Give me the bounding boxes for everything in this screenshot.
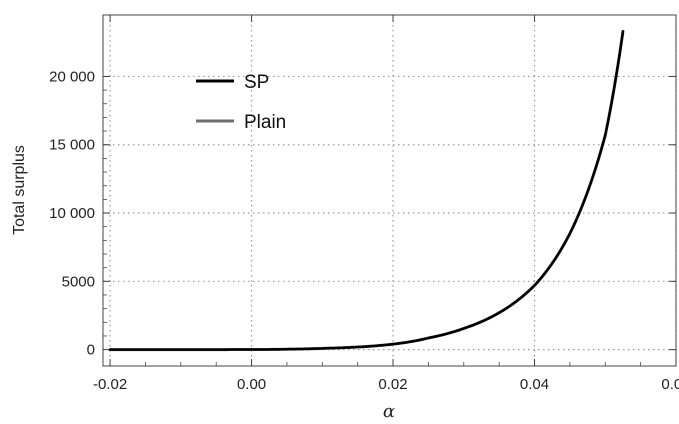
x-tick-label: 0.06 xyxy=(661,376,679,393)
y-tick-label: 0 xyxy=(87,342,95,359)
y-ticks: 0 5000 10 000 15 000 20 000 xyxy=(49,68,676,359)
y-tick-label: 10 000 xyxy=(49,205,95,222)
y-tick-label: 20 000 xyxy=(49,68,95,85)
legend: SP Plain xyxy=(196,72,286,133)
y-tick-label: 15 000 xyxy=(49,137,95,154)
series-lines xyxy=(108,29,625,352)
series-line-sp xyxy=(108,30,625,351)
x-tick-label: 0.02 xyxy=(378,376,407,393)
legend-label: SP xyxy=(244,72,269,93)
legend-label: Plain xyxy=(244,112,286,133)
x-tick-label: 0.00 xyxy=(237,376,266,393)
plot-frame xyxy=(102,14,677,367)
grid-lines xyxy=(103,15,677,366)
series-line-plain xyxy=(108,29,625,352)
y-tick-label: 5000 xyxy=(62,273,95,290)
x-tick-label: 0.04 xyxy=(520,376,549,393)
x-tick-label: -0.02 xyxy=(93,376,127,393)
y-axis-label: Total surplus xyxy=(11,145,28,235)
x-ticks: -0.02 0.00 0.02 0.04 0.06 xyxy=(93,15,679,393)
x-axis-label: α xyxy=(383,401,395,422)
